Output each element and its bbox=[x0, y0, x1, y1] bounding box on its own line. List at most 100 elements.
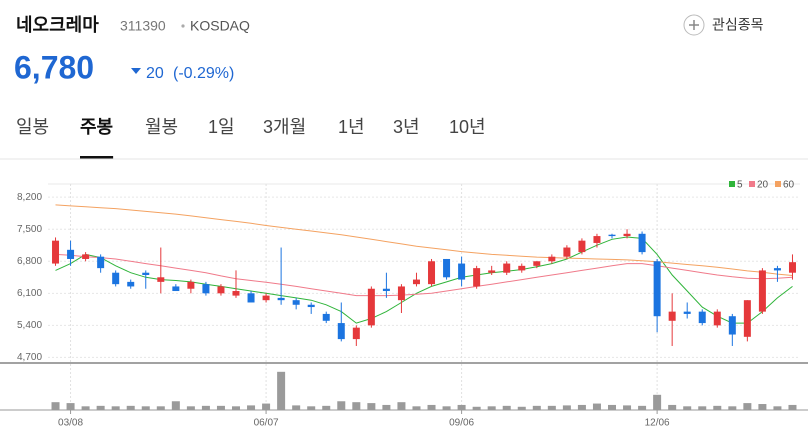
volume-bar bbox=[277, 371, 286, 410]
volume-bar bbox=[472, 406, 481, 410]
tab[interactable]: 3개월 bbox=[263, 117, 306, 137]
candle-body bbox=[473, 268, 481, 287]
volume-bar bbox=[592, 403, 601, 410]
volume-bar bbox=[292, 405, 301, 410]
volume-bar bbox=[713, 405, 722, 410]
candle-body bbox=[518, 265, 526, 271]
candle-body bbox=[623, 233, 631, 237]
candle-body bbox=[277, 297, 285, 301]
volume-bar bbox=[668, 404, 677, 410]
candle-body bbox=[743, 300, 751, 337]
x-tick-label: 03/08 bbox=[58, 418, 83, 429]
volume-bar bbox=[638, 405, 647, 410]
volume-bar bbox=[623, 405, 632, 410]
candle-body bbox=[397, 286, 405, 301]
candle-body bbox=[758, 270, 766, 312]
y-tick-label: 4,700 bbox=[17, 352, 42, 363]
legend-swatch bbox=[729, 181, 735, 187]
watch-label: 관심종목 bbox=[712, 17, 764, 33]
candle-body bbox=[352, 327, 360, 340]
candle-body bbox=[247, 293, 255, 303]
tab[interactable]: 1일 bbox=[208, 117, 235, 137]
watch-button[interactable]: 관심종목 bbox=[683, 14, 764, 36]
volume-bar bbox=[698, 406, 707, 410]
volume-bar bbox=[337, 401, 346, 410]
candle-body bbox=[127, 281, 135, 287]
volume-bar bbox=[186, 406, 195, 410]
plus bbox=[689, 20, 699, 30]
tab[interactable]: 일봉 bbox=[16, 117, 49, 137]
candle-body bbox=[217, 286, 225, 294]
candle-body bbox=[638, 233, 646, 253]
candle-body bbox=[713, 311, 721, 326]
volume-bar bbox=[412, 406, 421, 410]
volume-bar bbox=[577, 404, 586, 410]
volume-bar bbox=[322, 405, 331, 410]
candle-body bbox=[202, 284, 210, 294]
tab[interactable]: 10년 bbox=[449, 117, 486, 137]
candle-body bbox=[773, 268, 781, 271]
volume-bar bbox=[81, 406, 90, 410]
candle-body bbox=[503, 263, 511, 273]
watch-icon bbox=[683, 14, 705, 36]
volume-bar bbox=[728, 406, 737, 410]
stock-name: 네오크레마 bbox=[16, 15, 99, 35]
volume-bar bbox=[487, 406, 496, 410]
volume-bar bbox=[51, 402, 60, 410]
x-tick-label: 12/06 bbox=[645, 418, 670, 429]
candle-body bbox=[322, 313, 330, 321]
tab-underline bbox=[80, 156, 114, 159]
candle-body bbox=[292, 300, 300, 305]
y-tick-label: 5,400 bbox=[17, 320, 42, 331]
volume-bar bbox=[367, 403, 376, 410]
tab[interactable]: 주봉 bbox=[80, 117, 113, 137]
volume-bar bbox=[141, 406, 150, 410]
candle-body bbox=[563, 247, 571, 257]
tabs: 일봉 주봉 월봉 1일 3개월 1년 3년 10년 bbox=[16, 117, 486, 159]
change: 20 bbox=[146, 65, 164, 82]
volume-bar bbox=[427, 404, 436, 410]
volume-bar bbox=[788, 404, 797, 410]
legend-label: 60 bbox=[783, 180, 795, 191]
y-tick-label: 7,500 bbox=[17, 224, 42, 235]
candle-body bbox=[262, 295, 270, 301]
candle-body bbox=[187, 281, 195, 289]
volume-bar bbox=[156, 406, 165, 410]
volume-bar bbox=[397, 402, 406, 410]
y-tick-label: 8,200 bbox=[17, 192, 42, 203]
legend-label: 20 bbox=[757, 180, 769, 191]
ma-line bbox=[55, 253, 793, 297]
candle-body bbox=[728, 316, 736, 335]
candle-body bbox=[307, 304, 315, 308]
x-tick-label: 09/06 bbox=[449, 418, 474, 429]
volume-bar bbox=[517, 406, 526, 410]
candle-body bbox=[142, 272, 150, 275]
volume-bar bbox=[171, 401, 180, 410]
candle-body bbox=[788, 262, 796, 273]
volume-bar bbox=[247, 405, 256, 410]
tab[interactable]: 월봉 bbox=[145, 117, 178, 137]
volume-bar bbox=[743, 403, 752, 410]
candle-body bbox=[112, 272, 120, 285]
candle-body bbox=[172, 286, 180, 292]
legend-swatch bbox=[749, 181, 755, 187]
tab[interactable]: 3년 bbox=[393, 117, 420, 137]
x-tick-label: 06/07 bbox=[254, 418, 279, 429]
ma-line bbox=[55, 236, 793, 324]
candle-body bbox=[443, 258, 451, 278]
change-pct: (-0.29%) bbox=[173, 65, 234, 82]
candle-body bbox=[157, 277, 165, 282]
candle-body bbox=[67, 249, 75, 259]
candle-body bbox=[337, 323, 345, 340]
chart: 8,200 7,500 6,800 6,100 5,400 4,700 03/08 06/07… bbox=[0, 180, 808, 429]
volume-bar bbox=[547, 405, 556, 410]
tab[interactable]: 1년 bbox=[338, 117, 365, 137]
volume-bar bbox=[773, 406, 782, 410]
volume-bar bbox=[126, 405, 135, 410]
candle-body bbox=[533, 261, 541, 266]
volume-bar bbox=[442, 406, 451, 410]
market: KOSDAQ bbox=[190, 18, 250, 34]
volume-bar bbox=[608, 404, 616, 410]
candle-body bbox=[653, 261, 661, 317]
